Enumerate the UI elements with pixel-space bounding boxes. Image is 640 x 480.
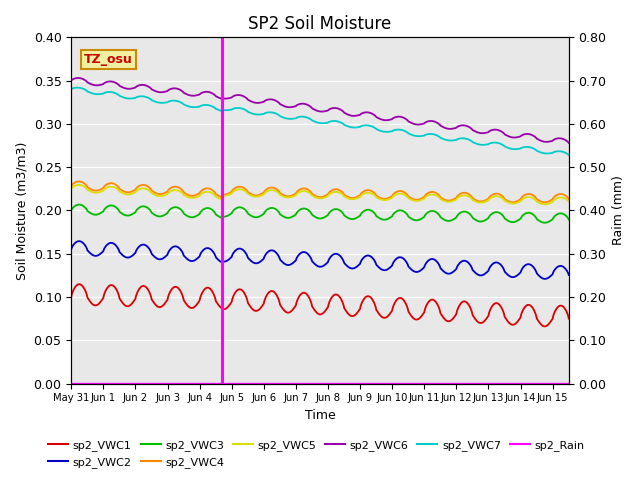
Line: sp2_VWC1: sp2_VWC1 xyxy=(71,284,569,326)
sp2_VWC6 xyxy=(154,89,161,95)
sp2_VWC5 xyxy=(259,192,266,198)
sp2_VWC7 xyxy=(124,96,132,101)
sp2_VWC4 xyxy=(565,196,573,202)
sp2_VWC4 xyxy=(124,190,132,195)
sp2_VWC5 xyxy=(565,199,573,204)
sp2_VWC6 xyxy=(280,103,287,109)
sp2_VWC1 xyxy=(124,303,132,309)
sp2_VWC5 xyxy=(556,195,563,201)
sp2_VWC7 xyxy=(502,144,509,150)
Y-axis label: Soil Moisture (m3/m3): Soil Moisture (m3/m3) xyxy=(15,141,28,280)
sp2_VWC5 xyxy=(124,192,132,197)
sp2_VWC2 xyxy=(565,272,573,278)
sp2_VWC6 xyxy=(502,132,509,138)
sp2_VWC6 xyxy=(259,99,266,105)
Text: TZ_osu: TZ_osu xyxy=(84,53,132,66)
sp2_VWC3 xyxy=(124,213,132,218)
sp2_VWC2 xyxy=(67,247,75,252)
Line: sp2_VWC4: sp2_VWC4 xyxy=(71,181,569,202)
sp2_VWC7 xyxy=(67,86,75,92)
Line: sp2_VWC6: sp2_VWC6 xyxy=(71,78,569,143)
sp2_VWC1 xyxy=(541,324,548,329)
sp2_VWC3 xyxy=(76,202,83,207)
sp2_VWC1 xyxy=(502,315,509,321)
Y-axis label: Raim (mm): Raim (mm) xyxy=(612,176,625,245)
sp2_VWC7 xyxy=(280,115,287,120)
sp2_VWC2 xyxy=(76,238,83,244)
sp2_VWC1 xyxy=(280,307,287,313)
sp2_VWC3 xyxy=(556,211,563,216)
Line: sp2_VWC2: sp2_VWC2 xyxy=(71,241,569,279)
sp2_VWC5 xyxy=(280,194,287,200)
sp2_VWC7 xyxy=(565,152,573,158)
sp2_VWC2 xyxy=(541,276,549,282)
sp2_VWC5 xyxy=(502,198,509,204)
sp2_VWC6 xyxy=(124,86,132,92)
sp2_VWC6 xyxy=(74,75,82,81)
sp2_VWC4 xyxy=(259,191,266,196)
sp2_VWC1 xyxy=(259,303,266,309)
sp2_VWC7 xyxy=(74,85,81,91)
sp2_VWC1 xyxy=(556,303,563,309)
sp2_VWC5 xyxy=(154,193,161,199)
sp2_VWC4 xyxy=(280,192,287,198)
sp2_VWC6 xyxy=(565,140,573,146)
Title: SP2 Soil Moisture: SP2 Soil Moisture xyxy=(248,15,392,33)
sp2_VWC1 xyxy=(154,304,161,310)
sp2_VWC4 xyxy=(67,183,75,189)
sp2_VWC4 xyxy=(154,191,161,197)
sp2_VWC3 xyxy=(259,212,266,218)
sp2_VWC1 xyxy=(76,281,83,287)
sp2_VWC2 xyxy=(556,263,563,269)
sp2_VWC3 xyxy=(280,214,287,219)
sp2_VWC4 xyxy=(75,179,83,184)
sp2_VWC2 xyxy=(154,256,161,262)
sp2_VWC7 xyxy=(259,111,266,117)
sp2_VWC3 xyxy=(502,216,509,222)
sp2_VWC4 xyxy=(502,197,509,203)
sp2_VWC2 xyxy=(502,270,509,276)
sp2_VWC5 xyxy=(67,186,75,192)
sp2_VWC3 xyxy=(541,220,548,226)
Line: sp2_VWC3: sp2_VWC3 xyxy=(71,204,569,223)
X-axis label: Time: Time xyxy=(305,409,335,422)
Legend: sp2_VWC1, sp2_VWC2, sp2_VWC3, sp2_VWC4, sp2_VWC5, sp2_VWC6, sp2_VWC7, sp2_Rain: sp2_VWC1, sp2_VWC2, sp2_VWC3, sp2_VWC4, … xyxy=(44,436,589,472)
sp2_VWC6 xyxy=(67,78,75,84)
sp2_VWC1 xyxy=(565,316,573,322)
sp2_VWC2 xyxy=(124,255,132,261)
sp2_VWC2 xyxy=(280,260,287,266)
sp2_VWC3 xyxy=(154,213,161,219)
sp2_VWC7 xyxy=(556,148,563,154)
sp2_VWC1 xyxy=(67,294,75,300)
Line: sp2_VWC7: sp2_VWC7 xyxy=(71,88,569,155)
sp2_VWC5 xyxy=(75,182,83,188)
Line: sp2_VWC5: sp2_VWC5 xyxy=(71,185,569,204)
sp2_VWC7 xyxy=(154,99,161,105)
sp2_VWC3 xyxy=(67,207,75,213)
sp2_VWC4 xyxy=(541,199,548,205)
sp2_VWC5 xyxy=(541,202,548,207)
sp2_VWC3 xyxy=(565,216,573,222)
sp2_VWC4 xyxy=(556,191,563,197)
sp2_VWC2 xyxy=(259,257,266,263)
sp2_VWC6 xyxy=(556,135,563,141)
